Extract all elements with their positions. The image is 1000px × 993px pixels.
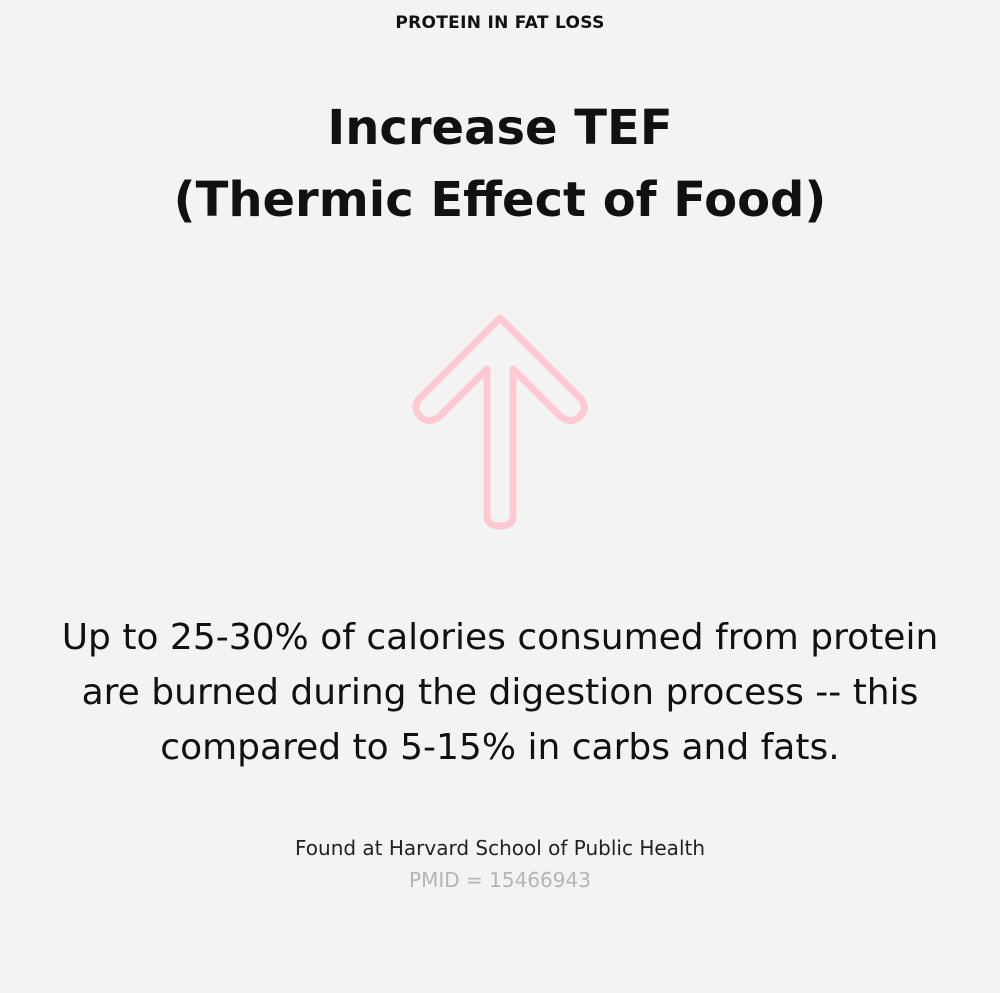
- source-text: Found at Harvard School of Public Health: [294, 836, 706, 860]
- arrow-up-icon-outline: [412, 314, 588, 530]
- body-text: Up to 25-30% of calories consumed from p…: [61, 617, 939, 768]
- arrow-up-icon: [400, 300, 600, 540]
- pmid-text: PMID = 15466943: [409, 868, 591, 892]
- page-title-line-1: Increase TEF: [327, 100, 673, 156]
- page-header-label: PROTEIN IN FAT LOSS: [395, 13, 605, 33]
- page-title-line-2: (Thermic Effect of Food): [173, 172, 827, 228]
- page-title: Increase TEF (Thermic Effect of Food): [0, 92, 1000, 236]
